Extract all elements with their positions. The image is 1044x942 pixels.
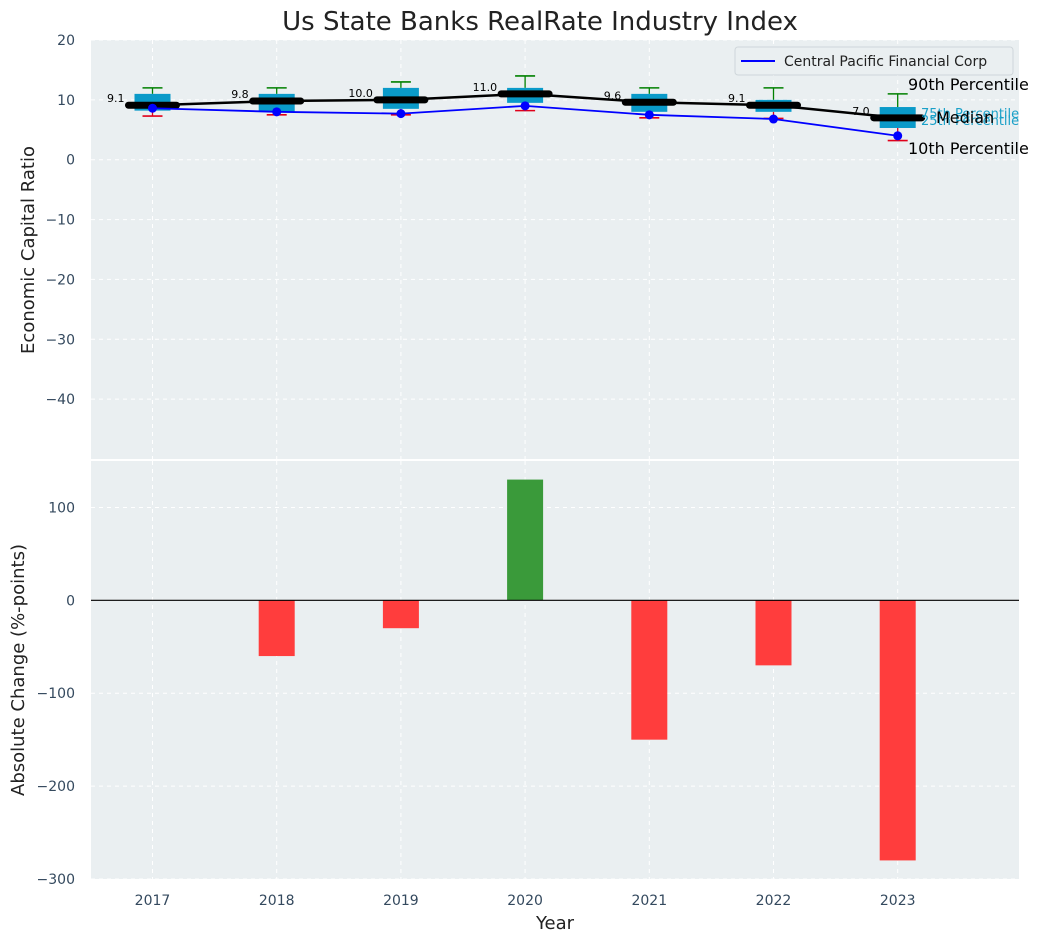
median-value-label: 7.0 [852,105,870,118]
annotation-75th: 75th Percentile [921,107,1019,122]
x-tick-label: 2019 [383,893,419,909]
company-point [520,101,530,111]
top-y-tick-label: 10 [57,93,75,109]
company-point [148,103,157,113]
change-bar [507,479,544,601]
company-point [769,114,778,124]
legend-box [734,46,1014,76]
top-plot-area [91,40,1019,459]
legend: Central Pacific Financial Corp [734,46,1014,76]
company-point [272,107,282,117]
median-value-label: 9.6 [604,89,622,102]
company-point [644,110,654,120]
bottom-y-tick-label: −300 [37,872,75,888]
change-bar [755,600,792,666]
annotation-10th: 10th Percentile [908,139,1029,158]
change-bar [258,600,295,657]
top-y-tick-label: −40 [45,392,75,408]
bottom-y-axis-label: Absolute Change (%-points) [8,544,29,796]
top-y-tick-label: 20 [57,33,75,49]
grid [91,39,1019,880]
annotation-25th: 25th Percentile [921,114,1019,129]
top-y-tick-label: −30 [45,332,75,348]
change-bars [91,479,1019,861]
x-tick-label: 2023 [880,893,916,909]
change-bar [879,600,916,861]
top-y-axis-label: Economic Capital Ratio [18,146,39,354]
company-point [396,109,406,119]
median-value-label: 9.1 [107,92,125,105]
bottom-y-tick-label: 100 [48,500,75,516]
annotation-90th: 90th Percentile [908,75,1029,94]
tick-labels: 2017 2018 2019 2020 2021 2022 202320100−10−20−… [37,33,916,909]
median-value-label: 9.1 [728,92,746,105]
bottom-y-tick-label: 0 [66,593,75,609]
legend-entry: Central Pacific Financial Corp [784,54,987,70]
x-axis-label: Year [535,913,575,934]
x-tick-label: 2017 [135,893,171,909]
x-tick-label: 2021 [631,893,667,909]
bottom-y-tick-label: −100 [37,686,75,702]
x-tick-label: 2020 [507,893,543,909]
box-plot-marks: 9.1 9.8 10.0 11.0 9.6 9.1 7.0 [107,75,926,142]
annotation-median: Median [936,108,994,127]
bottom-plot-area [91,461,1019,879]
change-bar [631,600,668,740]
top-y-tick-label: −20 [45,272,75,288]
company-point [893,131,903,141]
x-tick-label: 2022 [756,893,792,909]
percentile-annotations: 90th Percentile 75th Percentile 25th Per… [908,75,1029,158]
top-y-tick-label: 0 [66,153,75,169]
x-tick-label: 2018 [259,893,295,909]
chart-title: Us State Banks RealRate Industry Index [282,7,798,37]
bottom-y-tick-label: −200 [37,779,75,795]
median-value-label: 11.0 [473,81,498,94]
median-value-label: 10.0 [348,87,373,100]
change-bar [382,600,419,629]
top-y-tick-label: −10 [45,213,75,229]
median-value-label: 9.8 [231,88,249,101]
